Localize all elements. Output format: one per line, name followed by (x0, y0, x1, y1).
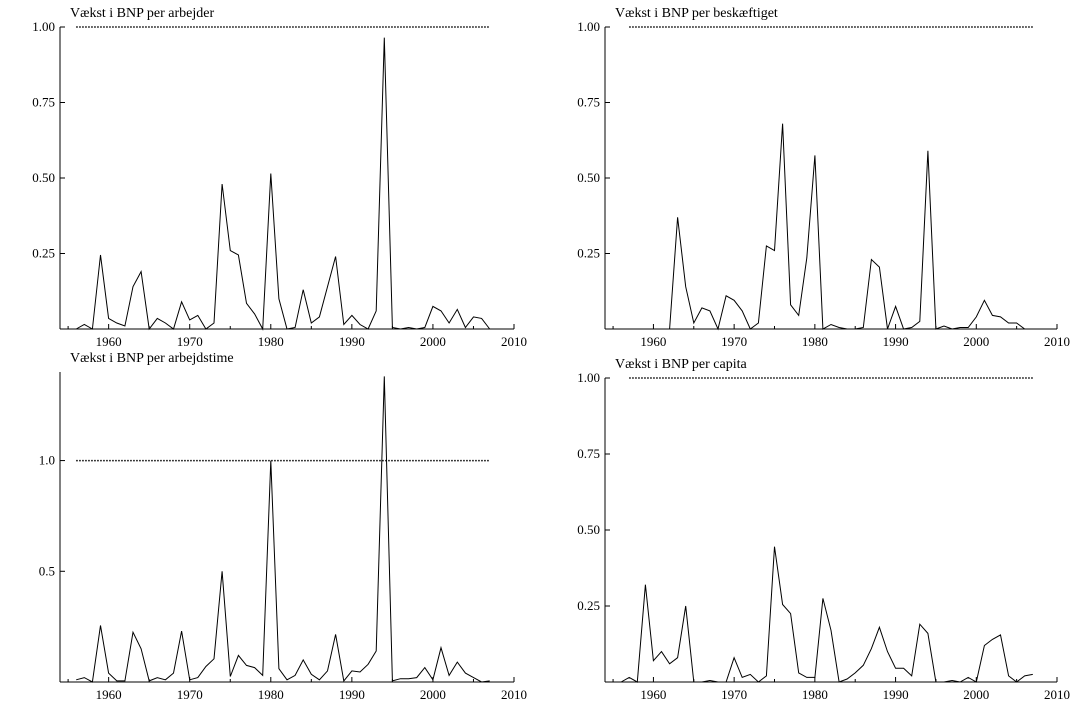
x-tick-label: 1960 (96, 334, 122, 349)
x-tick-label: 2010 (501, 334, 527, 349)
y-tick-label: 0.25 (577, 598, 600, 613)
y-tick-label: 0.75 (577, 95, 600, 110)
panel-per-capita: 1960 1970 1980 1990 2000 2010 0.25 0.50 0.75 1.00… (577, 357, 1070, 702)
x-tick-label: 1960 (640, 687, 666, 702)
y-tick-label: 0.25 (32, 246, 55, 261)
x-tick-label: 1960 (96, 687, 122, 702)
x-tick-label: 2000 (963, 334, 989, 349)
series-line (76, 376, 490, 683)
y-tick-label: 0.50 (577, 522, 600, 537)
x-tick-label: 1960 (640, 334, 666, 349)
x-tick-label: 1990 (883, 334, 909, 349)
y-tick-label: 1.00 (32, 19, 55, 34)
y-tick-label: 1.00 (577, 19, 600, 34)
x-tick-label: 2010 (1044, 687, 1070, 702)
x-tick-label: 1990 (883, 687, 909, 702)
y-tick-label: 0.5 (39, 563, 55, 578)
x-tick-label: 1970 (177, 687, 203, 702)
panel-per-arbejdstime: 1960 1970 1980 1990 2000 2010 0.5 1.0 Vækst i BN… (39, 351, 527, 702)
x-tick-label: 1990 (339, 687, 365, 702)
y-tick-label: 1.0 (39, 453, 55, 468)
x-tick-label: 2010 (1044, 334, 1070, 349)
panel-per-beskaeftiget: 1960 1970 1980 1990 2000 2010 0.25 0.50 0.75 1.00… (577, 6, 1070, 349)
y-tick-label: 1.00 (577, 370, 600, 385)
y-tick-label: 0.25 (577, 246, 600, 261)
chart-title: Vækst i BNP per arbejdstime (70, 351, 234, 366)
x-tick-label: 2010 (501, 687, 527, 702)
panel-per-arbejder: 1960 1970 1980 1990 2000 2010 0.25 0.50 0.75 1.00… (32, 6, 527, 349)
chart-title: Vækst i BNP per arbejder (70, 6, 214, 21)
y-tick-label: 0.75 (577, 446, 600, 461)
x-tick-label: 1980 (802, 334, 828, 349)
x-tick-label: 2000 (963, 687, 989, 702)
x-tick-label: 1970 (721, 334, 747, 349)
x-tick-label: 1980 (802, 687, 828, 702)
series-line (620, 546, 1033, 683)
series-line (75, 37, 491, 331)
y-tick-label: 0.75 (32, 95, 55, 110)
y-tick-label: 0.50 (577, 170, 600, 185)
x-tick-label: 1970 (721, 687, 747, 702)
y-tick-label: 0.50 (32, 170, 55, 185)
series-line (629, 123, 1033, 331)
x-tick-label: 1980 (258, 687, 284, 702)
x-tick-label: 2000 (420, 334, 446, 349)
x-tick-label: 1970 (177, 334, 203, 349)
x-tick-label: 1990 (339, 334, 365, 349)
chart-title: Vækst i BNP per capita (615, 357, 747, 372)
x-tick-label: 1980 (258, 334, 284, 349)
chart-title: Vækst i BNP per beskæftiget (615, 6, 778, 21)
x-tick-label: 2000 (420, 687, 446, 702)
